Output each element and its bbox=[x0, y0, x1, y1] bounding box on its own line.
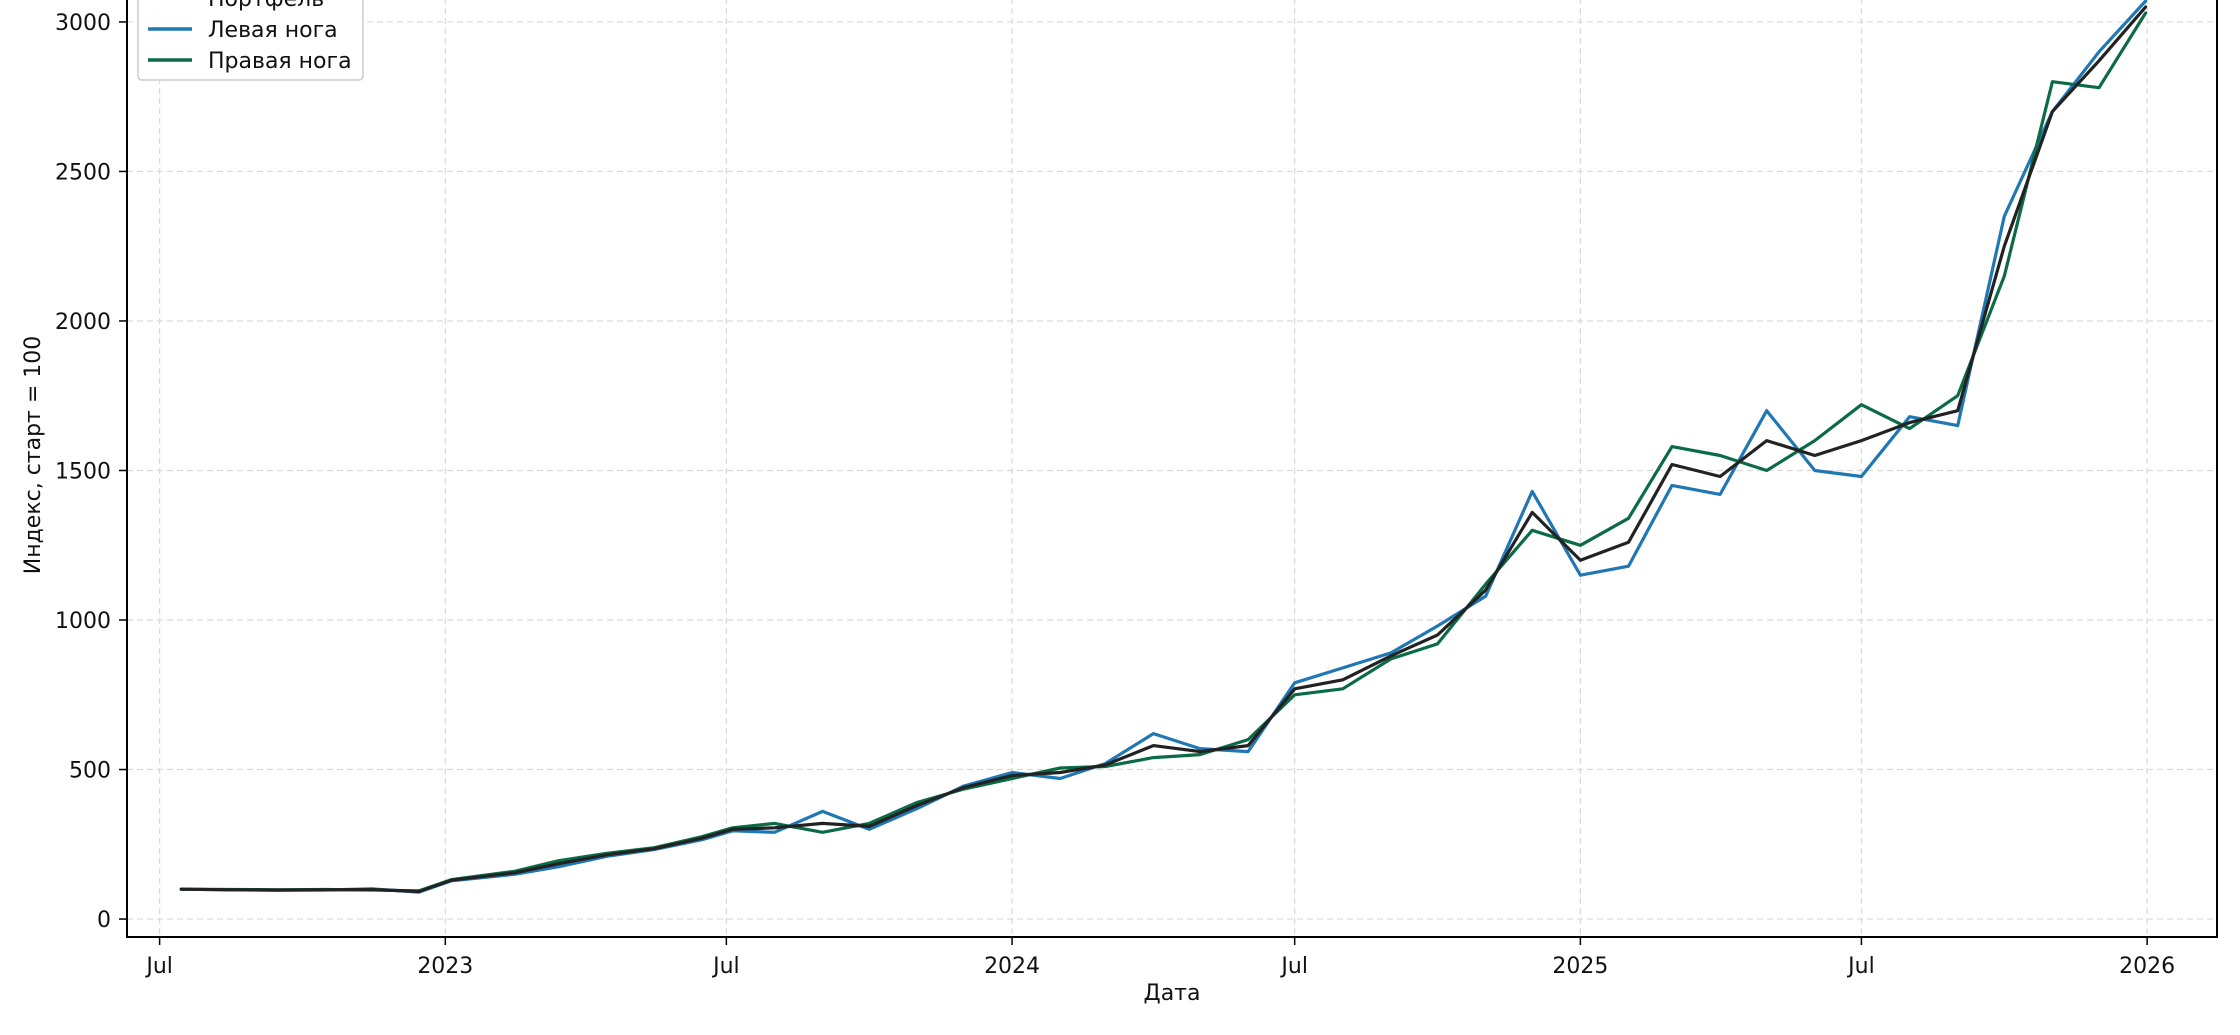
legend-box bbox=[137, 0, 364, 81]
y-tick-label: 1000 bbox=[55, 609, 111, 634]
portfolio-line bbox=[179, 5, 2148, 894]
y-tick-label: 500 bbox=[69, 759, 111, 784]
x-tick-label: 2024 bbox=[984, 954, 1040, 979]
right-leg-line bbox=[179, 11, 2148, 893]
x-tick-label: 2023 bbox=[417, 954, 473, 979]
legend-label-right: Правая нога bbox=[208, 49, 352, 74]
x-axis-title: Дата bbox=[1144, 981, 1201, 1006]
y-tick-label: 3000 bbox=[55, 11, 111, 36]
legend: Портфель Левая нога Правая нога bbox=[137, 0, 364, 81]
x-tick-label: Jul bbox=[1279, 954, 1308, 979]
legend-label-left: Левая нога bbox=[208, 18, 338, 43]
y-tick-label: 1500 bbox=[55, 459, 111, 484]
plot-frame bbox=[126, 0, 2218, 938]
y-tick-label: 2000 bbox=[55, 310, 111, 335]
x-tick-label: 2025 bbox=[1552, 954, 1608, 979]
axis-ticks: 0 500 1000 1500 2000 2500 3000 Jul 2023 Jul 2024 Ju… bbox=[55, 11, 2175, 979]
y-tick-label: 2500 bbox=[55, 160, 111, 185]
legend-label-portfolio: Портфель bbox=[208, 0, 324, 12]
y-axis-title: Индекс, старт = 100 bbox=[21, 336, 46, 575]
x-tick-label: Jul bbox=[1846, 954, 1875, 979]
series-lines bbox=[179, 0, 2148, 894]
y-tick-label: 0 bbox=[97, 908, 111, 933]
x-tick-label: 2026 bbox=[2119, 954, 2175, 979]
x-tick-label: Jul bbox=[144, 954, 173, 979]
x-tick-label: Jul bbox=[711, 954, 740, 979]
grid bbox=[127, 0, 2217, 937]
